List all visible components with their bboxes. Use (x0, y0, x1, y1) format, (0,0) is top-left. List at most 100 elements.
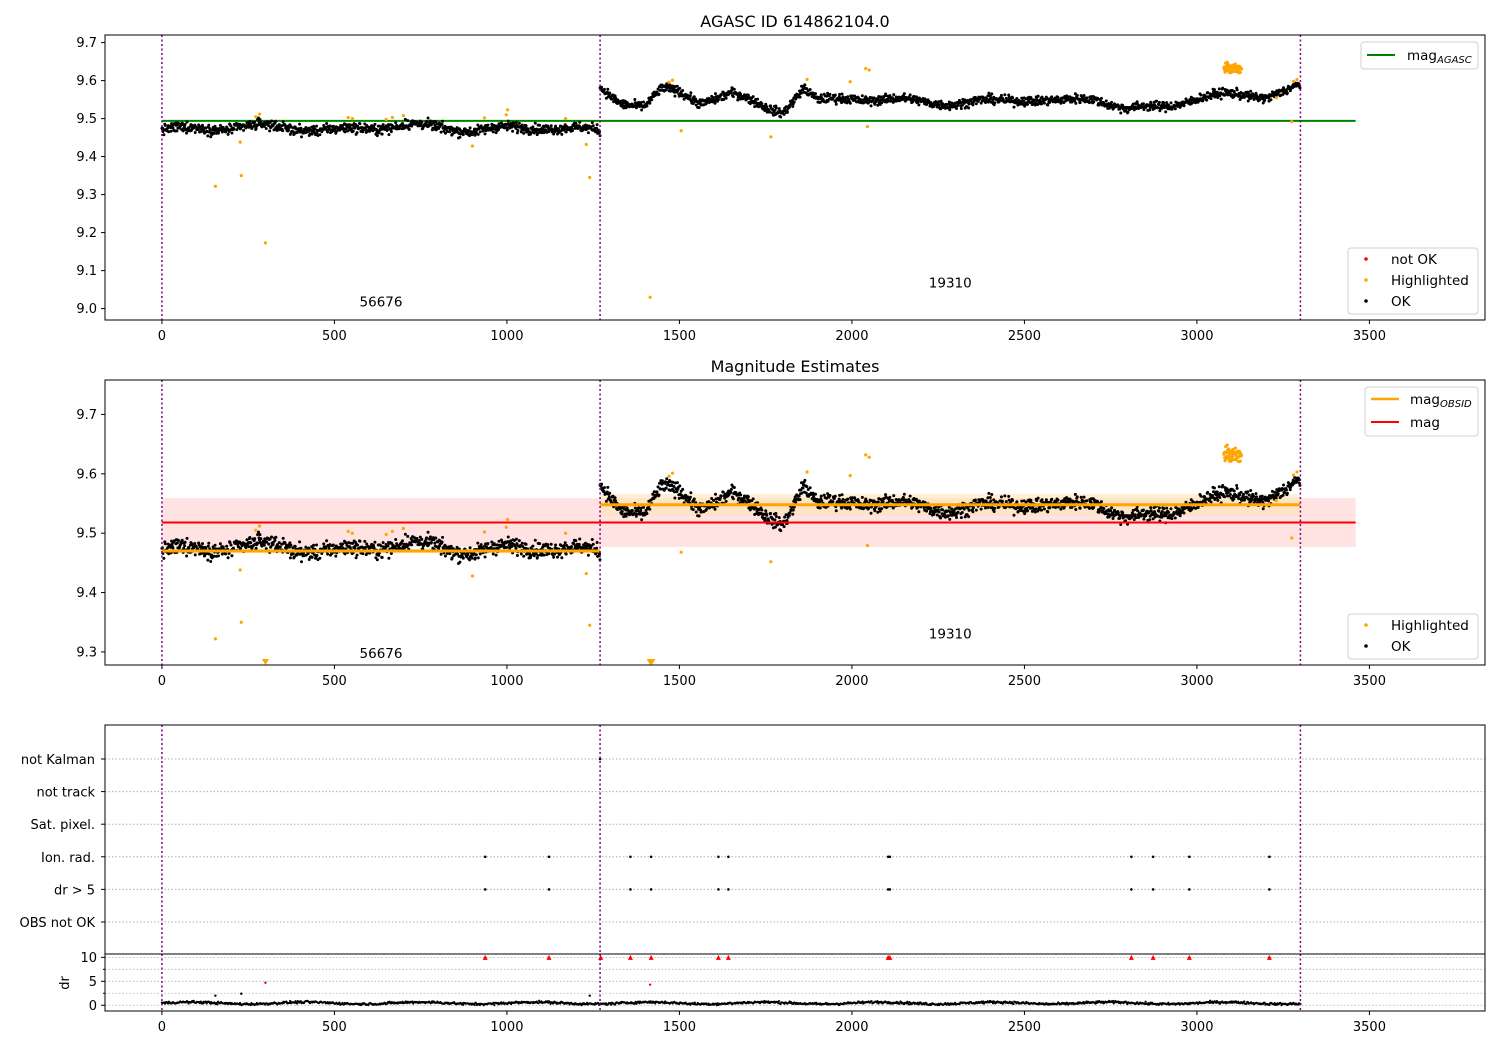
magnitude-estimates-panel: Magnitude Estimates 0 500 1000 1500 2000 2500… (76, 357, 1486, 689)
ok-point (828, 493, 832, 497)
ok-point (289, 543, 293, 547)
ok-point (724, 96, 728, 100)
ok-point (990, 92, 994, 96)
ok-point (732, 87, 736, 91)
highlighted-point (679, 550, 683, 554)
top-legend-status: not OK Highlighted OK (1347, 247, 1479, 315)
ok-point (358, 539, 362, 543)
ok-point (838, 92, 842, 96)
ok-point (343, 130, 347, 134)
ok-point (689, 91, 693, 95)
ok-point (640, 108, 644, 112)
ok-point (536, 131, 540, 135)
ok-point (979, 101, 983, 105)
ok-point (216, 554, 220, 558)
top-x-tick-label: 2500 (1008, 329, 1041, 344)
top-data-layer (160, 35, 1356, 320)
ok-point (299, 546, 303, 550)
ok-point (183, 125, 187, 129)
ok-point (334, 554, 338, 558)
ok-point (306, 130, 310, 134)
highlighted-point (350, 117, 354, 121)
ok-point (515, 131, 519, 135)
ok-point (270, 119, 274, 123)
ok-point (803, 478, 807, 482)
ok-point (163, 542, 167, 546)
ok-point (524, 542, 528, 546)
ok-point (860, 94, 864, 98)
ok-point (533, 121, 537, 125)
ok-point (185, 554, 189, 558)
ok-point (602, 486, 606, 490)
ok-point (242, 128, 246, 132)
highlighted-point (563, 117, 568, 121)
highlighted-point (401, 113, 406, 118)
ok-point (358, 122, 362, 126)
ok-point (403, 532, 407, 536)
ok-point (1282, 491, 1286, 495)
ok-point (779, 115, 783, 119)
ok-point (181, 129, 185, 133)
ok-point (175, 129, 179, 133)
ok-point (474, 130, 478, 134)
ok-point (719, 494, 723, 498)
ok-point (206, 558, 210, 562)
ok-point (1209, 97, 1213, 101)
ok-point (1281, 493, 1285, 497)
ok-point (183, 544, 187, 548)
ok-point (555, 126, 559, 130)
ok-point (420, 537, 424, 541)
ok-point (987, 91, 991, 95)
ok-point (207, 130, 211, 134)
ok-point (1157, 100, 1161, 104)
ok-point (1267, 499, 1271, 503)
ok-point (769, 511, 773, 515)
ok-point (187, 546, 191, 550)
middle-y-axis: 9.39.49.59.69.7 (76, 408, 105, 660)
ok-point (694, 97, 698, 101)
highlighted-point (648, 295, 652, 299)
ok-point (262, 543, 266, 547)
ok-point (326, 552, 330, 556)
ok-point (341, 124, 345, 128)
ok-point (785, 110, 789, 114)
ok-point (564, 552, 568, 556)
ok-point (505, 128, 509, 132)
ok-point (937, 510, 941, 514)
ok-point (908, 494, 912, 498)
ok-point (876, 103, 880, 107)
ok-point (840, 92, 844, 96)
ok-point (658, 88, 662, 92)
ok-point (763, 516, 767, 520)
highlighted-point (470, 144, 475, 148)
ok-point (779, 529, 783, 533)
ok-point (574, 121, 578, 125)
ok-point (712, 96, 716, 100)
ok-point (312, 543, 316, 547)
ok-point (315, 553, 319, 557)
ok-point (542, 131, 546, 135)
ok-point (689, 491, 693, 495)
highlighted-point (1239, 453, 1244, 457)
ok-point (1252, 494, 1256, 498)
ok-point (768, 110, 772, 114)
ok-point (1169, 101, 1173, 105)
highlighted-point (1238, 70, 1242, 75)
ok-point (425, 536, 429, 540)
ok-point (608, 91, 612, 95)
ok-point (270, 535, 274, 539)
ok-point (439, 130, 443, 134)
ok-point (1144, 514, 1148, 518)
highlighted-point (805, 77, 809, 82)
ok-point (533, 538, 537, 542)
ok-point (957, 98, 961, 102)
ok-point (993, 506, 997, 510)
ok-point (483, 555, 487, 559)
ok-point (1206, 490, 1210, 494)
ok-point (560, 132, 564, 136)
ok-point (590, 537, 594, 541)
ok-point (441, 119, 445, 123)
ok-point (606, 87, 610, 91)
ok-point (973, 498, 977, 502)
ok-point (739, 493, 743, 497)
